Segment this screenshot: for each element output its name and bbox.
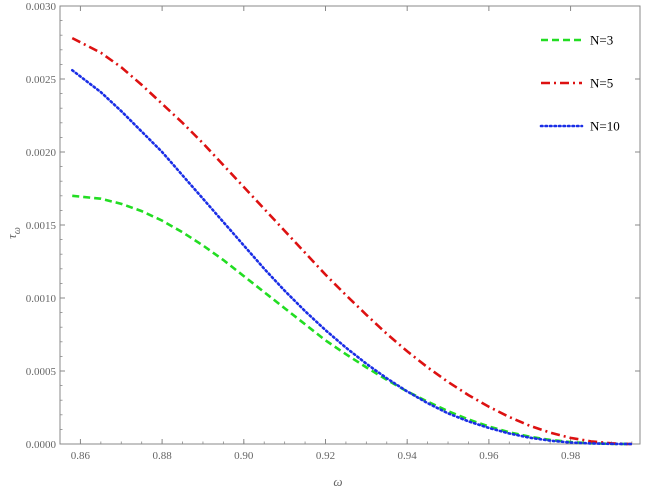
y-tick-label: 0.0015	[26, 220, 57, 232]
legend: N=3 N=5 N=10	[539, 33, 620, 134]
x-axis-label: ω	[333, 474, 342, 489]
y-tick-label: 0.0005	[26, 366, 57, 378]
legend-label: N=5	[590, 76, 613, 91]
plot-border	[59, 5, 641, 445]
y-tick-label: 0.0010	[26, 293, 57, 305]
x-tick-label: 0.94	[398, 450, 418, 462]
y-axis-label: τω	[4, 227, 23, 239]
x-tick-label: 0.86	[71, 450, 91, 462]
y-tick-label: 0.0030	[26, 1, 57, 13]
y-tick-label: 0.0020	[26, 147, 57, 159]
x-tick-label: 0.98	[561, 450, 581, 462]
legend-label: N=10	[590, 119, 620, 134]
legend-label: N=3	[590, 33, 613, 48]
x-tick-label: 0.96	[479, 450, 499, 462]
ticks: 0.86 0.88 0.90 0.92 0.94 0.96 0.98 0.0000 0.0005…	[26, 1, 640, 462]
series-line-n-3	[72, 194, 632, 446]
series-layer	[70, 36, 634, 446]
plot-frame	[59, 5, 641, 445]
x-tick-label: 0.90	[234, 450, 254, 462]
y-tick-label: 0.0025	[26, 74, 57, 86]
y-tick-label: 0.0000	[26, 439, 57, 451]
x-tick-label: 0.92	[316, 450, 335, 462]
series-line-n-10	[70, 68, 634, 446]
x-tick-label: 0.88	[152, 450, 172, 462]
series-line-n-5	[71, 36, 632, 446]
